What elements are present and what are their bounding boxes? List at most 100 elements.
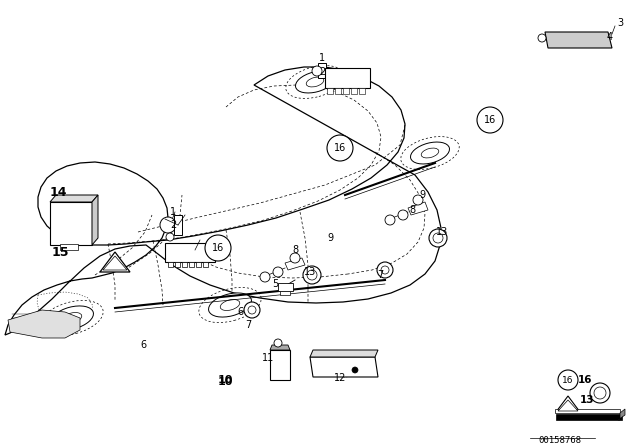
- Ellipse shape: [51, 306, 93, 330]
- Polygon shape: [545, 32, 612, 48]
- Text: 13: 13: [304, 267, 316, 277]
- Circle shape: [244, 302, 260, 318]
- Polygon shape: [285, 258, 305, 270]
- Polygon shape: [408, 202, 428, 215]
- Ellipse shape: [410, 142, 449, 164]
- Text: 2: 2: [319, 67, 325, 77]
- Text: 9: 9: [327, 233, 333, 243]
- FancyBboxPatch shape: [196, 262, 201, 267]
- Text: 13: 13: [580, 395, 595, 405]
- Polygon shape: [310, 350, 378, 357]
- Circle shape: [166, 233, 174, 241]
- FancyBboxPatch shape: [359, 88, 365, 94]
- Text: 6: 6: [140, 340, 146, 350]
- Circle shape: [385, 215, 395, 225]
- Circle shape: [303, 266, 321, 284]
- Text: 9: 9: [419, 190, 425, 200]
- Polygon shape: [103, 256, 127, 270]
- Circle shape: [381, 266, 389, 274]
- Circle shape: [248, 306, 256, 314]
- Polygon shape: [8, 310, 80, 338]
- Text: 8: 8: [292, 245, 298, 255]
- FancyBboxPatch shape: [189, 262, 194, 267]
- Polygon shape: [5, 67, 441, 335]
- Ellipse shape: [296, 71, 335, 93]
- Circle shape: [260, 272, 270, 282]
- FancyBboxPatch shape: [60, 244, 78, 250]
- Circle shape: [312, 66, 322, 76]
- Polygon shape: [165, 243, 215, 262]
- Circle shape: [352, 367, 358, 373]
- Circle shape: [433, 233, 443, 243]
- Ellipse shape: [421, 148, 439, 158]
- Ellipse shape: [220, 300, 240, 310]
- Polygon shape: [92, 195, 98, 245]
- Circle shape: [290, 253, 300, 263]
- Circle shape: [160, 217, 176, 233]
- Polygon shape: [100, 252, 130, 272]
- Polygon shape: [310, 357, 378, 377]
- Text: 7: 7: [245, 320, 251, 330]
- FancyBboxPatch shape: [278, 283, 293, 291]
- Text: 16: 16: [334, 143, 346, 153]
- Circle shape: [477, 107, 503, 133]
- Circle shape: [205, 235, 231, 261]
- Text: 8: 8: [409, 205, 415, 215]
- Circle shape: [594, 387, 606, 399]
- Text: 1: 1: [170, 207, 176, 217]
- Text: 1: 1: [319, 53, 325, 63]
- Polygon shape: [50, 202, 92, 245]
- Text: 16: 16: [578, 375, 592, 385]
- Polygon shape: [555, 409, 620, 413]
- FancyBboxPatch shape: [351, 88, 357, 94]
- FancyBboxPatch shape: [327, 88, 333, 94]
- Circle shape: [273, 267, 283, 277]
- Circle shape: [377, 262, 393, 278]
- Text: 14: 14: [49, 185, 67, 198]
- Polygon shape: [270, 345, 290, 350]
- Text: 10: 10: [218, 377, 233, 387]
- Text: 11: 11: [262, 353, 274, 363]
- Text: 2: 2: [170, 220, 176, 230]
- Text: 16: 16: [563, 375, 573, 384]
- Ellipse shape: [306, 77, 324, 87]
- Text: 4: 4: [607, 32, 613, 42]
- Circle shape: [307, 270, 317, 280]
- Ellipse shape: [62, 313, 82, 323]
- FancyBboxPatch shape: [175, 262, 180, 267]
- FancyBboxPatch shape: [174, 215, 182, 235]
- Text: 6: 6: [237, 307, 243, 317]
- FancyBboxPatch shape: [280, 291, 290, 295]
- FancyBboxPatch shape: [182, 262, 187, 267]
- Circle shape: [398, 210, 408, 220]
- Polygon shape: [325, 68, 370, 88]
- Polygon shape: [556, 396, 580, 412]
- Polygon shape: [558, 400, 578, 411]
- Polygon shape: [618, 409, 625, 420]
- Text: 10: 10: [218, 375, 233, 385]
- Ellipse shape: [209, 293, 252, 317]
- FancyBboxPatch shape: [335, 88, 341, 94]
- FancyBboxPatch shape: [270, 350, 290, 380]
- Circle shape: [558, 370, 578, 390]
- Circle shape: [327, 135, 353, 161]
- Text: 13: 13: [436, 227, 448, 237]
- Circle shape: [274, 339, 282, 347]
- FancyBboxPatch shape: [318, 63, 326, 78]
- FancyBboxPatch shape: [343, 88, 349, 94]
- FancyBboxPatch shape: [168, 262, 173, 267]
- Text: 16: 16: [212, 243, 224, 253]
- Text: 15: 15: [51, 246, 68, 258]
- Polygon shape: [556, 414, 622, 420]
- Text: 16: 16: [484, 115, 496, 125]
- Text: 7: 7: [377, 270, 383, 280]
- Circle shape: [429, 229, 447, 247]
- Text: 5: 5: [272, 279, 278, 289]
- Text: 12: 12: [334, 373, 346, 383]
- Polygon shape: [50, 195, 98, 202]
- Text: 00158768: 00158768: [538, 435, 582, 444]
- Circle shape: [538, 34, 546, 42]
- Circle shape: [413, 195, 423, 205]
- Circle shape: [590, 383, 610, 403]
- FancyBboxPatch shape: [203, 262, 208, 267]
